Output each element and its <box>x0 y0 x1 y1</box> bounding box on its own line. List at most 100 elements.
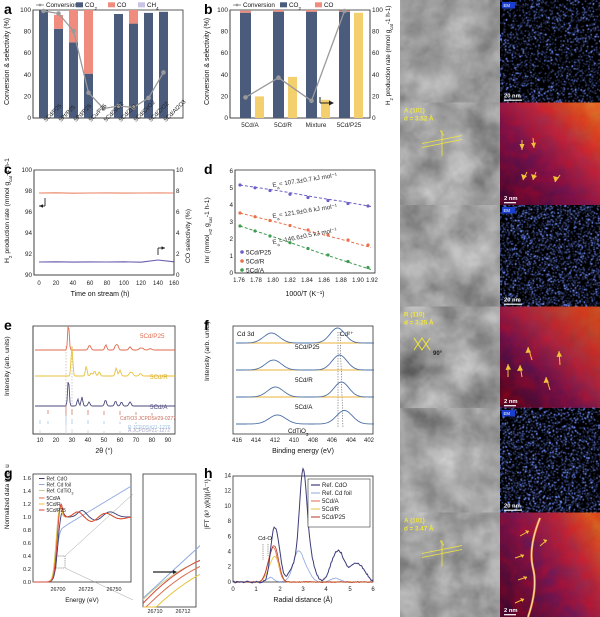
svg-text:1.82: 1.82 <box>284 278 296 284</box>
svg-text:80: 80 <box>149 438 156 444</box>
svg-text:5: 5 <box>229 185 233 192</box>
svg-text:CO2: CO2 <box>85 2 97 11</box>
svg-text:1.92: 1.92 <box>366 278 378 284</box>
svg-text:412: 412 <box>270 438 281 444</box>
svg-text:CH4: CH4 <box>147 2 159 11</box>
svg-text:d = 3.25 Å: d = 3.25 Å <box>404 318 434 327</box>
svg-text:0: 0 <box>176 272 180 279</box>
svg-text:4: 4 <box>228 550 232 556</box>
svg-text:Intensity (arb. units): Intensity (arb. units) <box>204 321 211 381</box>
svg-text:a: a <box>4 1 12 17</box>
svg-text:70: 70 <box>133 438 140 444</box>
svg-text:Radial distance (Å): Radial distance (Å) <box>273 595 332 604</box>
svg-text:3: 3 <box>229 219 233 226</box>
svg-text:0.2: 0.2 <box>23 567 31 573</box>
svg-text:6: 6 <box>229 168 233 175</box>
svg-text:26725: 26725 <box>79 587 94 593</box>
svg-text:CO: CO <box>324 2 334 9</box>
svg-text:408: 408 <box>308 438 319 444</box>
svg-text:EM: EM <box>504 3 511 8</box>
svg-text:1.90: 1.90 <box>352 278 364 284</box>
svg-text:5: 5 <box>348 587 352 593</box>
svg-text:h: h <box>204 465 213 481</box>
svg-text:1.0: 1.0 <box>23 515 31 521</box>
svg-text:20 nm: 20 nm <box>504 298 521 304</box>
svg-text:94: 94 <box>25 230 33 237</box>
svg-text:8: 8 <box>176 188 180 195</box>
svg-text:60: 60 <box>87 281 94 287</box>
svg-text:20: 20 <box>221 93 229 100</box>
svg-text:Ea= 107.3±0.7 kJ mol⁻¹: Ea= 107.3±0.7 kJ mol⁻¹ <box>272 172 338 191</box>
svg-text:1: 1 <box>229 253 233 260</box>
svg-text:1.6: 1.6 <box>23 476 31 482</box>
svg-text:404: 404 <box>346 438 357 444</box>
svg-text:0: 0 <box>231 587 235 593</box>
svg-text:80: 80 <box>221 29 229 36</box>
svg-text:5Cd/P25: 5Cd/P25 <box>140 333 165 340</box>
svg-text:6: 6 <box>176 209 180 216</box>
svg-text:1: 1 <box>254 587 258 593</box>
svg-text:2: 2 <box>176 251 180 258</box>
svg-text:4: 4 <box>324 587 328 593</box>
svg-text:100: 100 <box>119 281 130 287</box>
svg-text:80: 80 <box>372 29 380 36</box>
svg-text:Energy (eV): Energy (eV) <box>65 597 99 604</box>
svg-text:4: 4 <box>229 202 233 209</box>
svg-text:0: 0 <box>27 115 31 122</box>
svg-text:d = 3.47 Å: d = 3.47 Å <box>404 524 434 533</box>
svg-text:Cd²⁺: Cd²⁺ <box>340 331 353 338</box>
svg-text:d: d <box>204 161 213 177</box>
svg-text:3: 3 <box>301 587 305 593</box>
svg-text:1.4: 1.4 <box>23 489 32 495</box>
svg-text:b: b <box>204 1 213 17</box>
svg-text:90: 90 <box>165 438 172 444</box>
svg-text:1.76: 1.76 <box>233 278 245 284</box>
svg-text:5Cd/A: 5Cd/A <box>322 499 339 505</box>
svg-text:Cd-O: Cd-O <box>258 536 272 542</box>
svg-text:5Cd/A: 5Cd/A <box>295 404 313 411</box>
svg-text:5Cd/R: 5Cd/R <box>246 259 265 266</box>
svg-text:Binding energy (eV): Binding energy (eV) <box>272 448 334 455</box>
svg-text:EM: EM <box>504 208 511 213</box>
svg-text:Intensity (arb. units): Intensity (arb. units) <box>4 336 11 396</box>
svg-text:2 nm: 2 nm <box>504 608 518 614</box>
svg-text:10: 10 <box>224 504 231 510</box>
svg-text:CdTiO3 JCPDS#29-0277: CdTiO3 JCPDS#29-0277 <box>120 416 176 422</box>
svg-text:140: 140 <box>153 281 164 287</box>
svg-text:0.8: 0.8 <box>23 528 31 534</box>
svg-text:Ref. CdO: Ref. CdO <box>322 483 347 489</box>
svg-text:26712: 26712 <box>176 609 191 615</box>
svg-text:26750: 26750 <box>107 587 122 593</box>
svg-text:20 nm: 20 nm <box>504 504 521 510</box>
svg-text:H2 production rate (mmol gcat-: H2 production rate (mmol gcat-1 h-1) <box>385 6 394 105</box>
svg-text:60: 60 <box>117 438 124 444</box>
svg-text:5Cd/R: 5Cd/R <box>322 507 340 513</box>
svg-text:0: 0 <box>228 580 232 586</box>
svg-text:5Cd/P25: 5Cd/P25 <box>322 515 346 521</box>
svg-text:20: 20 <box>53 438 60 444</box>
svg-text:5Cd/R: 5Cd/R <box>274 122 292 129</box>
svg-text:Ref. Cd foil: Ref. Cd foil <box>322 491 352 497</box>
svg-text:92: 92 <box>25 251 33 258</box>
svg-text:40: 40 <box>372 72 380 79</box>
svg-text:100: 100 <box>21 167 32 174</box>
svg-text:402: 402 <box>364 438 375 444</box>
svg-text:Ea= 121.9±0.6 kJ mol⁻¹: Ea= 121.9±0.6 kJ mol⁻¹ <box>272 203 338 222</box>
svg-text:30: 30 <box>69 438 76 444</box>
svg-text:1.80: 1.80 <box>267 278 279 284</box>
svg-text:20: 20 <box>372 93 380 100</box>
svg-text:CO selectivity (%): CO selectivity (%) <box>185 209 192 263</box>
svg-text:A JCPDS#21-1272: A JCPDS#21-1272 <box>128 428 170 434</box>
svg-text:EM: EM <box>504 411 511 416</box>
svg-text:40: 40 <box>24 72 32 79</box>
svg-text:R (110): R (110) <box>404 312 425 319</box>
svg-text:80: 80 <box>104 281 111 287</box>
svg-text:2: 2 <box>228 565 232 571</box>
svg-text:Conversion: Conversion <box>46 2 78 9</box>
svg-text:90°: 90° <box>433 351 443 357</box>
svg-text:6: 6 <box>371 587 375 593</box>
svg-text:26710: 26710 <box>148 609 163 615</box>
svg-text:100: 100 <box>20 7 31 14</box>
svg-text:0: 0 <box>37 281 41 287</box>
svg-text:A (101): A (101) <box>404 518 425 525</box>
